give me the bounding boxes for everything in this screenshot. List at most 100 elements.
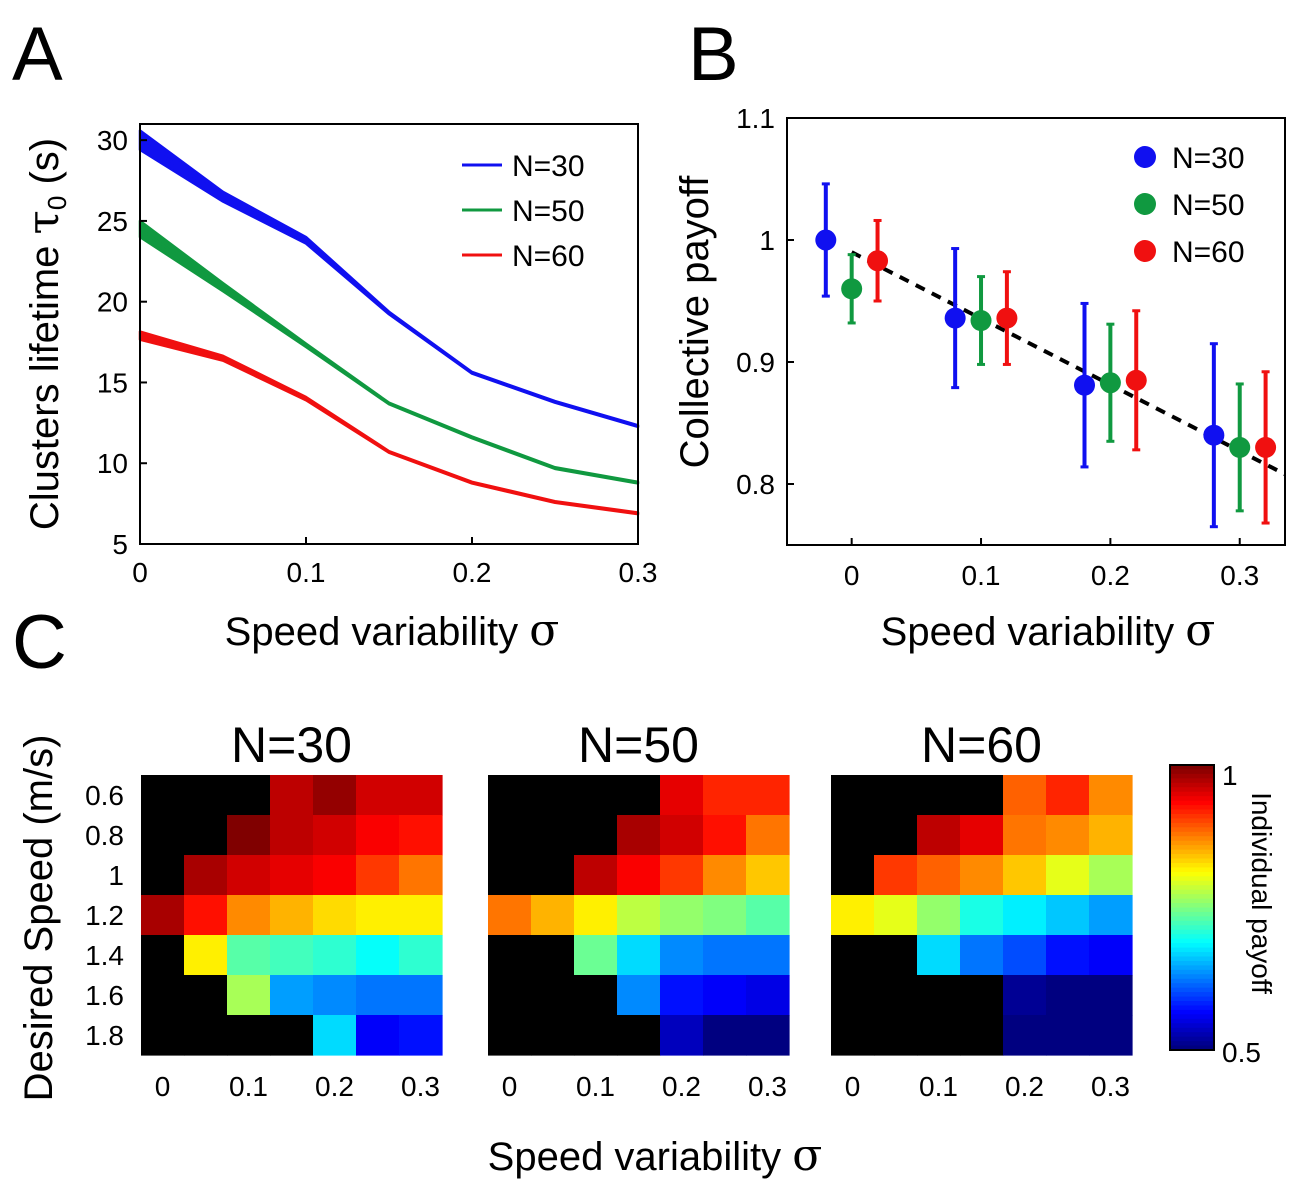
- panel-c-x-tick-label: 0.1: [919, 1071, 958, 1102]
- panel-c-colorbar-segment: [1170, 765, 1214, 771]
- panel-c-heatmap-cell: [356, 815, 400, 856]
- panel-a-legend: N=30 N=50 N=60: [462, 150, 585, 273]
- panel-c-colorbar-segment: [1170, 965, 1214, 971]
- panel-c-heatmap-cell: [831, 895, 875, 936]
- panel-c-heatmap-cell: [917, 935, 961, 976]
- panel-c-heatmap-cell: [746, 855, 790, 896]
- panel-c-colorbar-segment: [1170, 1032, 1214, 1038]
- panel-b-y-tick-label: 1.1: [736, 103, 775, 134]
- panel-c-heatmap-cell: [1003, 895, 1047, 936]
- panel-c-heatmap-cell: [1046, 975, 1090, 1016]
- panel-c-heatmap-cell: [617, 815, 661, 856]
- panel-c-heatmap-cell: [1046, 855, 1090, 896]
- panel-b-y-tick-label: 0.9: [736, 347, 775, 378]
- panel-c-heatmap-cell: [703, 975, 747, 1016]
- panel-c-heatmap-cell: [574, 935, 618, 976]
- panel-c-colorbar-segment: [1170, 769, 1214, 775]
- panel-c-colorbar-segment: [1170, 898, 1214, 904]
- panel-a-y-tick-label: 25: [97, 206, 128, 237]
- panel-a-legend-entry: N=50: [512, 195, 585, 228]
- panel-c-colorbar-segment: [1170, 996, 1214, 1002]
- panel-c-heatmap-cell: [960, 975, 1004, 1016]
- panel-a-y-tick-label: 15: [97, 367, 128, 398]
- panel-c-heatmap-cell: [874, 975, 918, 1016]
- panel-c-heatmap-cell: [399, 975, 443, 1016]
- panel-c-colorbar-segment: [1170, 911, 1214, 918]
- panel-c-heatmap-cell: [1089, 895, 1133, 936]
- panel-b-ticks: 0 0.1 0.2 0.3 0.8 0.9 1 1.1: [736, 103, 1259, 591]
- panel-b-x-tick-label: 0: [844, 560, 860, 591]
- panel-c-heatmap-cell: [227, 775, 271, 816]
- panel-c-heatmap-cell: [227, 1015, 271, 1056]
- panel-c-colorbar-segment: [1170, 1005, 1214, 1011]
- panel-c-colorbar-segment: [1170, 952, 1214, 958]
- panel-c-x-axis-label: Speed variability σ: [488, 1130, 823, 1180]
- panel-c-colorbar-segment: [1170, 871, 1214, 877]
- panel-c-heatmap-cell: [617, 1015, 661, 1056]
- panel-a-axes-frame: [139, 123, 639, 545]
- panel-c-heatmap-cell: [660, 855, 704, 896]
- panel-c-heatmap-cell: [574, 975, 618, 1016]
- panel-c-heatmap-title: N=60: [921, 717, 1042, 773]
- panel-c-ticks: 0 0.1 0.2 0.3 0 0.1 0.2 0.3 0 0.1 0.2 0.3 0.6 0.8 1 1.2…: [85, 780, 1130, 1102]
- panel-c-heatmap-cell: [488, 975, 532, 1016]
- panel-c-y-tick-label: 1.4: [85, 940, 124, 971]
- panel-c-heatmap-cell: [746, 815, 790, 856]
- panel-c-heatmap-cell: [141, 815, 185, 856]
- panel-c-heatmap-cell: [270, 815, 314, 856]
- panel-c-heatmap-cell: [313, 895, 357, 936]
- panel-c-colorbar-segment: [1170, 1018, 1214, 1024]
- panel-c-colorbar-segment: [1170, 1023, 1214, 1029]
- panel-c-heatmap-cell: [531, 815, 575, 856]
- panel-c-heatmap-cell: [917, 975, 961, 1016]
- panel-c-heatmap-cell: [313, 1015, 357, 1056]
- panel-c-heatmap-cell: [574, 855, 618, 896]
- panel-a-x-tick-label: 0.2: [453, 557, 492, 588]
- panel-c-heatmap-cell: [1046, 935, 1090, 976]
- panel-c-heatmap-cell: [703, 1015, 747, 1056]
- panel-c-colorbar-segment: [1170, 925, 1214, 931]
- panel-b-legend-entry: N=60: [1172, 236, 1245, 269]
- panel-c-heatmap-cell: [141, 975, 185, 1016]
- panel-c-heatmap-cell: [746, 775, 790, 816]
- panel-c-heatmap-cell: [184, 815, 228, 856]
- panel-c-colorbar-segment: [1170, 876, 1214, 882]
- panel-c-heatmap-cell: [831, 975, 875, 1016]
- panel-b-legend-marker: [1134, 193, 1156, 215]
- panel-c-colorbar-segment: [1170, 845, 1214, 851]
- panel-c-x-tick-label: 0: [845, 1071, 861, 1102]
- panel-c-x-tick-label: 0.2: [315, 1071, 354, 1102]
- panel-a-ticks: 0 0.1 0.2 0.3 5 10 15 20 25 30: [97, 125, 658, 588]
- panel-c-heatmap-cell: [270, 775, 314, 816]
- panel-c-heatmap-cell: [917, 1015, 961, 1056]
- panel-c-heatmap-cell: [1089, 935, 1133, 976]
- panel-a-plot-area: [138, 129, 640, 516]
- panel-c-heatmap-cell: [313, 855, 357, 896]
- panel-b-x-tick-label: 0.1: [962, 560, 1001, 591]
- panel-c-heatmap-cell: [399, 935, 443, 976]
- panel-c-heatmap-cell: [1046, 895, 1090, 936]
- panel-c-heatmap-cell: [184, 855, 228, 896]
- panel-c-heatmap-cell: [356, 855, 400, 896]
- panel-a-x-tick-label: 0.1: [287, 557, 326, 588]
- panel-c-heatmap-cell: [1003, 975, 1047, 1016]
- panel-c-heatmap-cell: [574, 1015, 618, 1056]
- panel-c-colorbar-label: Individual payoff: [1246, 792, 1277, 994]
- panel-c-heatmap-cell: [917, 815, 961, 856]
- panel-c-colorbar-segment: [1170, 885, 1214, 891]
- panel-c-heatmap-cell: [488, 895, 532, 936]
- panel-c-heatmap-cell: [531, 1015, 575, 1056]
- panel-c-colorbar-segment: [1170, 805, 1214, 811]
- panel-c-heatmap-cell: [660, 1015, 704, 1056]
- panel-c-y-tick-label: 0.6: [85, 780, 124, 811]
- panel-c-heatmap-cell: [917, 855, 961, 896]
- panel-c-heatmap-cell: [313, 975, 357, 1016]
- panel-c-colorbar-segment: [1170, 903, 1214, 909]
- panel-c-colorbar-segment: [1170, 916, 1214, 922]
- panel-c-heatmap-cell: [703, 935, 747, 976]
- panel-a-x-tick-label: 0.3: [619, 557, 658, 588]
- panel-c-colorbar-segment: [1170, 782, 1214, 788]
- panel-b-x-tick-label: 0.2: [1091, 560, 1130, 591]
- panel-c-heatmap-cell: [874, 895, 918, 936]
- panel-b-legend-entry: N=30: [1172, 142, 1245, 175]
